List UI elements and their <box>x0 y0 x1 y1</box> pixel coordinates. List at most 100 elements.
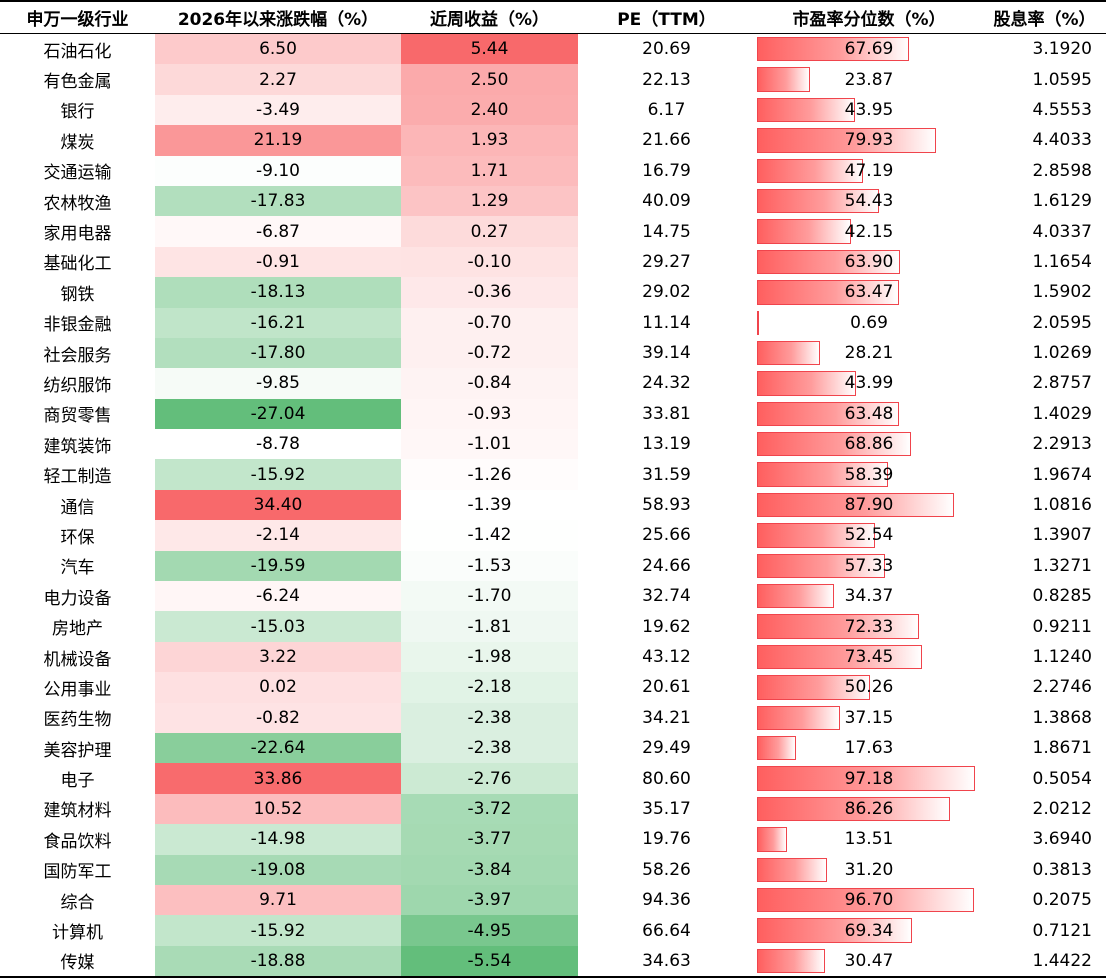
pe-percentile-bar <box>757 705 841 730</box>
industry-name: 通信 <box>60 497 95 518</box>
weekly-return-cell: 1.29 <box>401 185 578 217</box>
dividend-yield-cell: 2.2746 <box>1032 677 1092 698</box>
weekly-return-cell: -4.95 <box>401 915 578 946</box>
industry-name: 电子 <box>60 771 95 792</box>
dividend-yield-cell: 2.8598 <box>1032 160 1092 181</box>
pe-ttm-cell: 19.76 <box>642 829 691 850</box>
weekly-return-cell: 2.50 <box>401 64 578 95</box>
ytd-change-cell: -14.98 <box>155 824 401 855</box>
table-body: 石油石化 6.50 5.44 20.69 67.69 3.1920 有色金属 2.27 2.50… <box>0 33 1106 978</box>
industry-name: 环保 <box>60 527 95 548</box>
pe-percentile-value: 43.95 <box>844 99 894 120</box>
industry-name: 商贸零售 <box>43 406 112 427</box>
industry-name: 医药生物 <box>43 710 112 731</box>
pe-percentile-value: 34.37 <box>844 586 894 607</box>
pe-percentile-bar <box>757 97 856 123</box>
pe-percentile-cell: 86.26 <box>755 794 983 824</box>
table-row: 公用事业 0.02 -2.18 20.61 50.26 2.2746 <box>0 672 1106 703</box>
dividend-yield-cell: 4.4033 <box>1032 130 1092 151</box>
table-row: 建筑装饰 -8.78 -1.01 13.19 68.86 2.2913 <box>0 429 1106 460</box>
pe-ttm-cell: 35.17 <box>642 798 691 819</box>
pe-ttm-cell: 43.12 <box>642 647 691 667</box>
weekly-return-cell: -3.84 <box>401 854 578 885</box>
pe-percentile-value: 0.69 <box>850 312 888 333</box>
table-header: 申万一级行业 2026年以来涨跌幅（%） 近周收益（%） PE（TTM） 市盈率… <box>0 0 1106 34</box>
pe-percentile-bar <box>757 766 975 791</box>
pe-ttm-cell: 34.21 <box>642 707 691 728</box>
pe-percentile-cell: 63.47 <box>755 277 983 307</box>
weekly-return-cell: -1.26 <box>401 459 578 490</box>
pe-percentile-bar <box>757 918 913 943</box>
pe-ttm-cell: 94.36 <box>642 890 691 911</box>
header-ytd-change: 2026年以来涨跌幅（%） <box>155 0 401 34</box>
ytd-change-cell: -19.08 <box>155 854 401 885</box>
weekly-return-cell: -2.38 <box>401 702 578 733</box>
pe-percentile-value: 13.51 <box>844 829 894 850</box>
weekly-return-cell: -1.42 <box>401 520 578 551</box>
weekly-return-cell: -1.39 <box>401 489 578 521</box>
dividend-yield-cell: 1.8671 <box>1032 738 1092 759</box>
industry-name: 美容护理 <box>43 740 112 761</box>
ytd-change-cell: -9.10 <box>155 155 401 186</box>
dividend-yield-cell: 1.0269 <box>1032 343 1092 364</box>
header-pe-ttm: PE（TTM） <box>578 0 755 34</box>
table-row: 钢铁 -18.13 -0.36 29.02 63.47 1.5902 <box>0 277 1106 308</box>
ytd-change-cell: -17.83 <box>155 185 401 217</box>
pe-ttm-cell: 22.13 <box>642 69 691 90</box>
dividend-yield-cell: 1.9674 <box>1032 464 1092 485</box>
ytd-change-cell: 0.02 <box>155 672 401 703</box>
pe-percentile-value: 42.15 <box>844 221 894 242</box>
pe-percentile-cell: 23.87 <box>755 64 983 94</box>
industry-name: 国防军工 <box>43 862 112 883</box>
pe-percentile-value: 23.87 <box>844 69 894 90</box>
pe-ttm-cell: 25.66 <box>642 525 691 546</box>
pe-percentile-bar <box>757 948 826 974</box>
ytd-change-cell: -9.85 <box>155 368 401 399</box>
pe-percentile-cell: 54.43 <box>755 186 983 216</box>
pe-percentile-value: 50.26 <box>844 677 894 698</box>
industry-name: 公用事业 <box>43 679 112 700</box>
pe-ttm-cell: 29.27 <box>642 251 691 272</box>
pe-percentile-bar <box>757 188 879 214</box>
pe-percentile-value: 68.86 <box>844 434 894 455</box>
pe-percentile-cell: 72.33 <box>755 611 983 641</box>
pe-percentile-bar <box>757 675 870 700</box>
dividend-yield-cell: 0.7121 <box>1032 920 1092 941</box>
industry-name: 农林牧渔 <box>43 193 112 214</box>
ytd-change-cell: 2.27 <box>155 64 401 95</box>
pe-percentile-bar <box>757 644 922 670</box>
pe-percentile-cell: 87.90 <box>755 490 983 520</box>
pe-percentile-value: 97.18 <box>844 768 894 789</box>
table-row: 商贸零售 -27.04 -0.93 33.81 63.48 1.4029 <box>0 398 1106 430</box>
pe-percentile-cell: 67.69 <box>755 34 983 65</box>
pe-percentile-bar <box>757 553 886 579</box>
table-row: 医药生物 -0.82 -2.38 34.21 37.15 1.3868 <box>0 702 1106 733</box>
ytd-change-cell: -17.80 <box>155 337 401 369</box>
weekly-return-cell: -3.77 <box>401 824 578 855</box>
pe-percentile-value: 63.90 <box>844 251 894 272</box>
table-row: 机械设备 3.22 -1.98 43.12 73.45 1.1240 <box>0 641 1106 673</box>
industry-name: 银行 <box>60 102 95 123</box>
table-row: 社会服务 -17.80 -0.72 39.14 28.21 1.0269 <box>0 337 1106 369</box>
industry-name: 家用电器 <box>43 224 112 245</box>
industry-name: 钢铁 <box>60 284 95 305</box>
pe-percentile-bar <box>757 340 821 366</box>
pe-percentile-bar <box>757 371 856 396</box>
pe-percentile-cell: 43.99 <box>755 368 983 398</box>
weekly-return-cell: 0.27 <box>401 216 578 247</box>
table-row: 银行 -3.49 2.40 6.17 43.95 4.5553 <box>0 94 1106 126</box>
dividend-yield-cell: 3.6940 <box>1032 829 1092 850</box>
table-row: 有色金属 2.27 2.50 22.13 23.87 1.0595 <box>0 64 1106 95</box>
header-dividend-yield: 股息率（%） <box>983 0 1106 34</box>
weekly-return-cell: -0.84 <box>401 368 578 399</box>
pe-ttm-cell: 80.60 <box>642 768 691 789</box>
industry-name: 建筑装饰 <box>43 436 112 457</box>
pe-percentile-value: 43.99 <box>844 373 894 394</box>
pe-ttm-cell: 19.62 <box>642 616 691 637</box>
dividend-yield-cell: 2.8757 <box>1032 373 1092 394</box>
pe-percentile-cell: 28.21 <box>755 338 983 368</box>
pe-percentile-value: 31.20 <box>844 859 894 880</box>
ytd-change-cell: -18.88 <box>155 945 401 978</box>
industry-name: 煤炭 <box>60 132 95 153</box>
ytd-change-cell: -27.04 <box>155 398 401 430</box>
